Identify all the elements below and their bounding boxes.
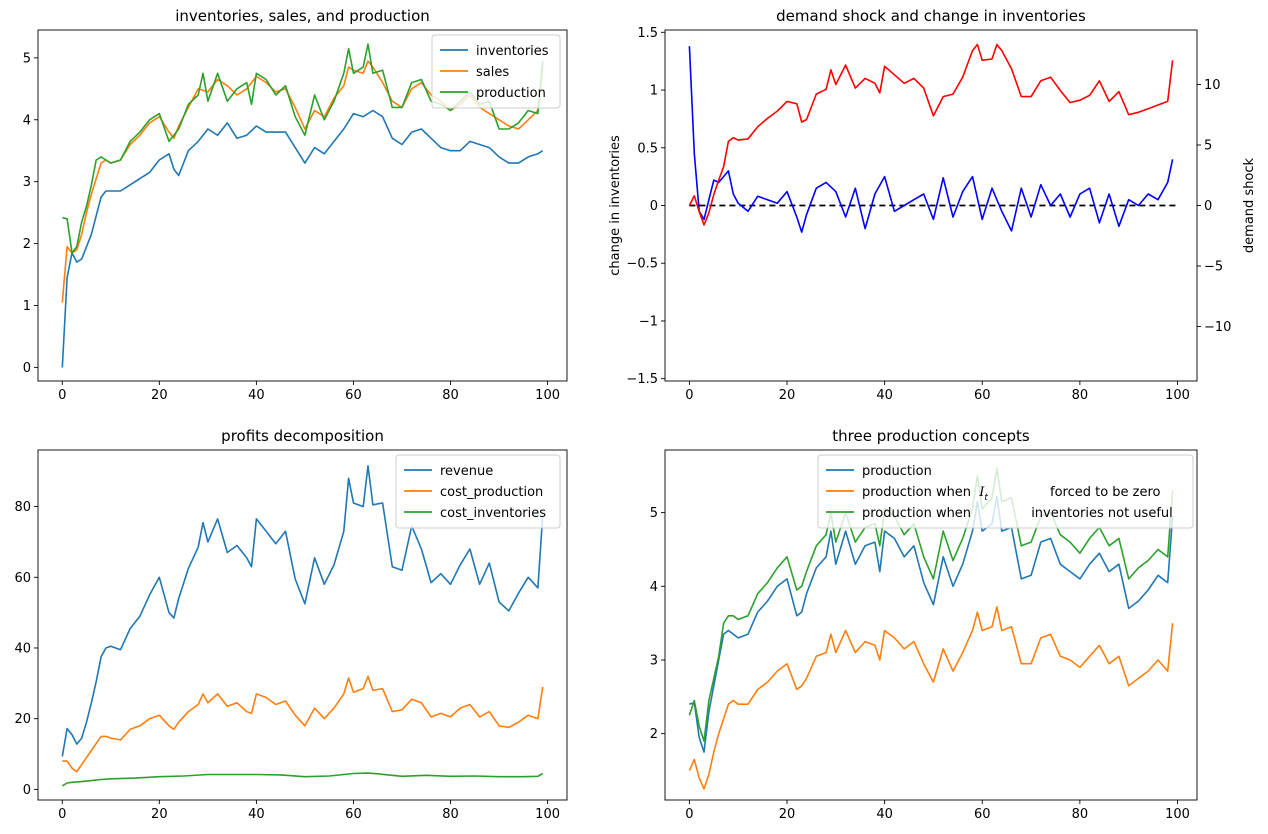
y-tick-label: 1	[650, 84, 658, 99]
legend-label: cost_inventories	[440, 506, 546, 521]
series-line-1	[688, 46, 1174, 233]
x-tick-label: 20	[779, 807, 796, 822]
y-right-tick-label: −10	[1204, 320, 1231, 335]
x-tick-label: 100	[535, 807, 560, 822]
legend-label: inventories	[476, 44, 549, 59]
legend-math-subscript: t	[984, 493, 988, 503]
series-line-2	[688, 606, 1174, 790]
legend-box	[431, 34, 561, 109]
series-line-1	[689, 495, 1174, 753]
legend-label-text: production when	[862, 506, 975, 521]
y-tick-label: −0.5	[626, 257, 658, 272]
x-tick-label: 100	[1165, 807, 1190, 822]
legend-label: production when inventories not useful	[862, 506, 1173, 521]
legend-label: cost_production	[440, 485, 543, 500]
x-tick-label: 0	[685, 388, 693, 403]
x-tick-label: 60	[345, 388, 362, 403]
series-line-2	[688, 43, 1174, 226]
y-tick-label: −1	[639, 314, 658, 329]
x-tick-label: 80	[1072, 388, 1089, 403]
series-line-1	[61, 109, 544, 368]
x-tick-label: 40	[248, 807, 265, 822]
x-tick-label: 80	[442, 807, 459, 822]
x-tick-label: 0	[685, 807, 693, 822]
chart-3: profits decomposition 0 20 40 60 80 100 0 20 40 60…	[14, 427, 568, 822]
legend-label-text: production when	[862, 485, 975, 500]
legend: inventories sales production	[431, 34, 561, 109]
legend-label: production	[862, 464, 932, 479]
x-tick-label: 100	[535, 388, 560, 403]
x-tick-label: 80	[1072, 807, 1089, 822]
plot-frame	[664, 449, 1198, 801]
x-tick-label: 40	[876, 807, 893, 822]
y-tick-label: 0	[23, 783, 31, 798]
y-tick-label: 5	[650, 506, 658, 521]
legend-label: revenue	[440, 464, 493, 479]
x-tick-label: 0	[58, 807, 66, 822]
y-tick-label: 5	[23, 51, 31, 66]
chart-title: three production concepts	[832, 427, 1030, 445]
y-tick-label: 0	[650, 199, 658, 214]
y-right-tick-label: −5	[1204, 260, 1223, 275]
legend-math-symbol: I	[978, 485, 985, 500]
series-line-3	[688, 467, 1174, 742]
x-tick-label: 20	[151, 807, 168, 822]
y-tick-label: 80	[14, 500, 31, 515]
y-tick-label: 2	[650, 727, 658, 742]
legend: production production when It forced to b…	[817, 454, 1194, 529]
series-line-1	[61, 465, 544, 757]
y-tick-label: 2	[23, 237, 31, 252]
y-tick-label: 1	[23, 299, 31, 314]
legend: revenue cost_production cost_inventories	[395, 454, 561, 529]
legend-label: production	[476, 86, 546, 101]
legend-label: production when It forced to be zero	[862, 485, 1161, 503]
plot-frame	[664, 29, 1198, 382]
y-right-tick-label: 0	[1204, 199, 1212, 214]
y-tick-label: 1.5	[637, 26, 658, 41]
x-tick-label: 80	[442, 388, 459, 403]
legend-label-text: production	[862, 464, 932, 479]
y-tick-label: 4	[23, 113, 31, 128]
legend-box	[395, 454, 561, 529]
plot-frame	[37, 29, 568, 382]
x-tick-label: 60	[345, 807, 362, 822]
series-line-3	[61, 772, 544, 787]
legend-label-text: inventories not useful	[1031, 506, 1173, 521]
y-tick-label: −1.5	[626, 372, 658, 387]
y-tick-label: 40	[14, 641, 31, 656]
y-tick-label: 0.5	[637, 141, 658, 156]
x-tick-label: 100	[1165, 388, 1190, 403]
y-right-axis-label: demand shock	[1242, 157, 1257, 253]
x-tick-label: 40	[248, 388, 265, 403]
x-tick-label: 20	[779, 388, 796, 403]
y-right-tick-label: 10	[1204, 78, 1221, 93]
y-tick-label: 4	[650, 580, 658, 595]
chart-2: demand shock and change in inventories 0 2…	[608, 7, 1257, 403]
y-tick-label: 3	[650, 654, 658, 669]
x-tick-label: 60	[974, 807, 991, 822]
chart-title: demand shock and change in inventories	[776, 7, 1086, 25]
x-tick-label: 40	[876, 388, 893, 403]
chart-4: three production concepts 0 20 40 60 80 100 2 3 4…	[650, 427, 1198, 822]
chart-title: inventories, sales, and production	[175, 7, 430, 25]
x-tick-label: 20	[151, 388, 168, 403]
series-line-2	[62, 675, 544, 773]
legend-label-text: forced to be zero	[1046, 485, 1161, 500]
legend-box	[817, 454, 1194, 529]
y-tick-label: 3	[23, 175, 31, 190]
y-right-tick-label: 5	[1204, 138, 1212, 153]
y-tick-label: 60	[14, 571, 31, 586]
y-tick-label: 20	[14, 712, 31, 727]
y-tick-label: 0	[23, 361, 31, 376]
series-line-3	[62, 43, 544, 254]
x-tick-label: 60	[974, 388, 991, 403]
y-axis-label: change in inventories	[608, 135, 623, 276]
chart-title: profits decomposition	[221, 427, 384, 445]
legend-label: sales	[476, 65, 509, 80]
plot-frame	[37, 449, 568, 801]
x-tick-label: 0	[58, 388, 66, 403]
